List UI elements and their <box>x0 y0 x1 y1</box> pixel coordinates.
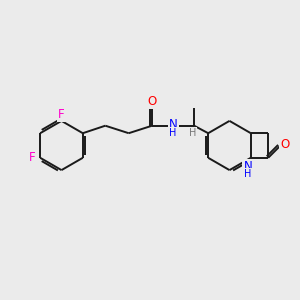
Text: N: N <box>169 118 178 131</box>
Text: O: O <box>280 138 290 152</box>
Text: O: O <box>148 95 157 108</box>
Text: N: N <box>243 160 252 173</box>
Text: H: H <box>244 169 251 179</box>
Text: F: F <box>58 108 65 121</box>
Text: H: H <box>169 128 177 138</box>
Text: H: H <box>189 128 196 138</box>
Text: F: F <box>28 151 35 164</box>
